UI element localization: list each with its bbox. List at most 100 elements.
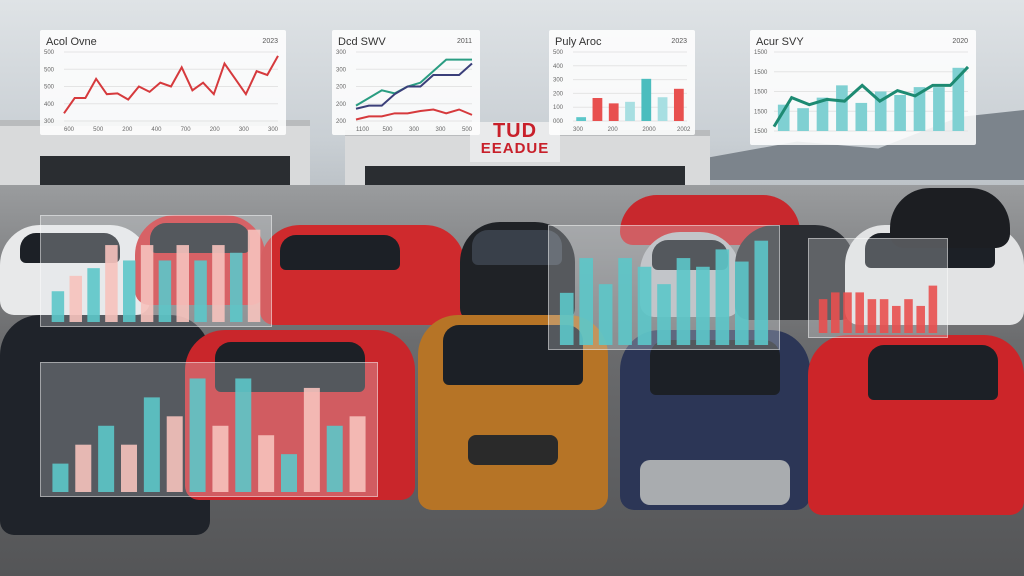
y-tick-label: 500: [44, 50, 55, 56]
bar: [576, 117, 587, 121]
bar: [69, 275, 82, 322]
bar: [194, 260, 207, 322]
dealership-sign: TUD EEADUE: [470, 121, 560, 162]
series-line: [772, 65, 970, 128]
bar: [855, 102, 868, 131]
bar: [928, 285, 938, 333]
bar: [87, 268, 100, 322]
x-tick-label: 300: [573, 127, 584, 133]
bar: [52, 463, 69, 492]
bar: [818, 299, 828, 333]
car-black-back: [890, 188, 1010, 248]
bar: [916, 305, 925, 333]
car-red-front-right: [808, 335, 1024, 515]
y-tick-label: 300: [336, 67, 347, 73]
floating-bar-chart-2: [548, 225, 780, 350]
bar: [123, 260, 136, 322]
y-tick-label: 200: [336, 85, 347, 91]
bar: [867, 299, 877, 333]
bar: [657, 284, 671, 345]
bar: [797, 108, 809, 131]
bar: [735, 261, 749, 345]
floating-bar-chart-4: [40, 362, 378, 497]
bar: [874, 91, 887, 131]
y-tick-label: 500: [44, 67, 55, 73]
bar: [637, 266, 652, 345]
x-tick-label: 500: [93, 127, 104, 133]
bar: [913, 87, 926, 131]
bar: [51, 291, 65, 322]
y-tick-label: 1500: [754, 90, 768, 96]
car-navy-front: [620, 330, 810, 510]
x-tick-label: 500: [462, 127, 473, 133]
y-tick-label: 200: [336, 119, 347, 125]
bar: [952, 67, 965, 131]
bar: [247, 229, 261, 322]
x-tick-label: 2002: [677, 127, 691, 133]
bar: [843, 292, 852, 333]
y-tick-label: 1500: [754, 109, 768, 115]
bar: [933, 87, 945, 131]
x-tick-label: 2000: [642, 127, 656, 133]
y-tick-label: 300: [553, 78, 564, 84]
y-tick-label: 100: [553, 105, 564, 111]
bar: [641, 78, 652, 121]
bar: [625, 101, 635, 121]
bar: [121, 444, 137, 492]
bar: [579, 258, 593, 345]
series-line: [63, 55, 279, 114]
bar: [140, 245, 154, 322]
floating-bar-chart-1: [40, 215, 272, 327]
y-tick-label: 1500: [754, 50, 768, 56]
bar: [598, 284, 613, 345]
floating-bar-chart-3: [808, 238, 948, 338]
x-tick-label: 300: [239, 127, 250, 133]
x-tick-label: 300: [409, 127, 420, 133]
bar: [696, 266, 710, 345]
y-tick-label: 500: [44, 85, 55, 91]
bar: [894, 95, 906, 131]
x-tick-label: 400: [151, 127, 162, 133]
bar: [281, 454, 297, 492]
bar: [98, 425, 115, 492]
x-tick-label: 300: [268, 127, 279, 133]
bar: [608, 103, 619, 121]
y-tick-label: 400: [44, 102, 55, 108]
y-tick-label: 300: [336, 50, 347, 56]
bar: [189, 378, 206, 492]
x-tick-label: 300: [436, 127, 447, 133]
car-black: [460, 222, 575, 322]
bar: [836, 85, 848, 131]
bar: [212, 245, 225, 322]
bar: [143, 397, 160, 492]
bar: [855, 292, 864, 333]
bar: [676, 258, 691, 345]
bar: [166, 416, 183, 492]
x-tick-label: 500: [383, 127, 394, 133]
chart-panel-3: Puly Aroc 2023 500 400 300 200 100 000 300 200 200…: [549, 30, 695, 135]
series-line: [355, 108, 473, 121]
bar: [879, 299, 889, 333]
y-tick-label: 1500: [754, 129, 768, 135]
chart-panel-2: Dcd SWV 2011 300 300 200 200 200 1100 500 300 300 5…: [332, 30, 480, 135]
y-tick-label: 000: [553, 119, 564, 125]
bar: [673, 88, 684, 121]
bar: [754, 240, 769, 345]
y-tick-label: 200: [553, 91, 564, 97]
bar: [592, 98, 603, 121]
series-line: [355, 58, 472, 107]
bar: [303, 387, 320, 492]
car-bronze-front: [418, 315, 608, 510]
bar: [176, 245, 189, 322]
bar: [212, 425, 229, 492]
bar: [618, 258, 632, 345]
bar: [559, 292, 574, 345]
bar: [258, 435, 275, 492]
bar: [158, 260, 172, 322]
bar: [657, 97, 668, 121]
x-tick-label: 200: [210, 127, 221, 133]
x-tick-label: 1100: [356, 127, 370, 133]
bar: [349, 416, 366, 492]
y-tick-label: 400: [553, 64, 564, 70]
bar: [831, 292, 840, 333]
